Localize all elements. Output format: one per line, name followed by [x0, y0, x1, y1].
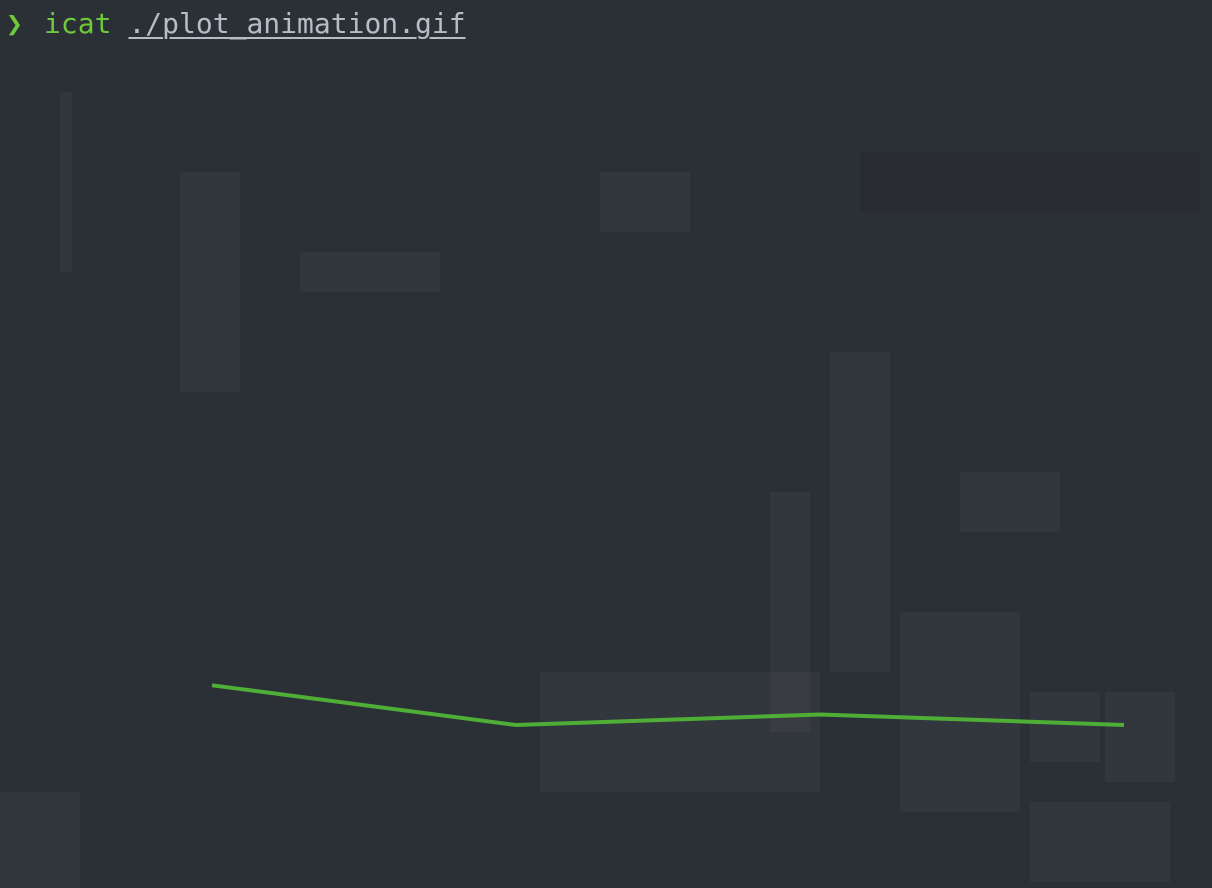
background-shadow	[860, 152, 1200, 212]
prompt-arrow-icon: ❯	[6, 7, 23, 40]
displayed-gif-image	[0, 52, 1212, 888]
command-line: ❯ icat ./plot_animation.gif	[6, 6, 466, 42]
command-name: icat	[44, 7, 112, 40]
file-path-argument[interactable]: ./plot_animation.gif	[128, 7, 466, 40]
series-line	[211, 683, 1125, 727]
plot-layer	[211, 683, 1125, 727]
